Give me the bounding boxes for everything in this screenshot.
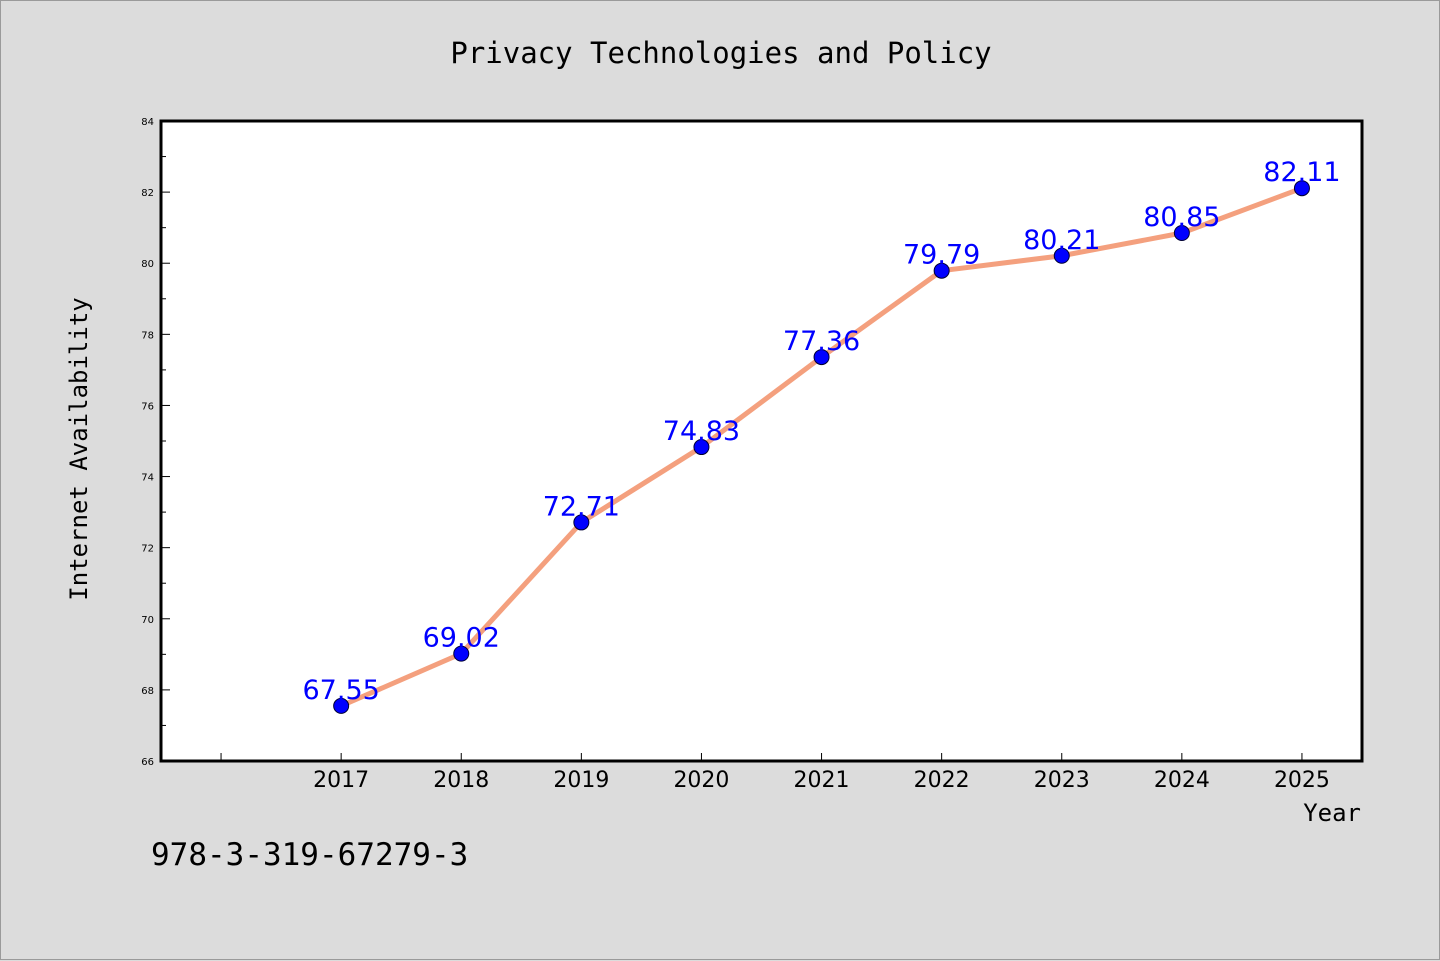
data-label: 67.55 bbox=[303, 675, 380, 706]
x-tick-label: 2017 bbox=[313, 768, 369, 793]
x-tick-label: 2025 bbox=[1274, 768, 1330, 793]
data-label: 74.83 bbox=[663, 416, 740, 447]
y-tick-label: 72 bbox=[141, 544, 154, 555]
x-tick-label: 2019 bbox=[553, 768, 609, 793]
data-labels: 67.55 69.02 72.71 74.83 77.36 79.79 80.21 80.85… bbox=[303, 157, 1341, 706]
data-point bbox=[333, 697, 350, 714]
x-tick-label: 2022 bbox=[914, 768, 970, 793]
y-tick-label: 74 bbox=[141, 473, 154, 484]
data-label: 72.71 bbox=[543, 491, 620, 522]
y-tick-label: 76 bbox=[141, 401, 154, 412]
data-label: 69.02 bbox=[423, 623, 500, 654]
y-tick-label: 68 bbox=[141, 686, 154, 697]
data-point bbox=[1293, 180, 1310, 197]
chart-title: Privacy Technologies and Policy bbox=[450, 36, 991, 70]
y-axis: 66 68 70 72 74 76 78 80 82 84 bbox=[141, 117, 170, 768]
y-tick-label: 80 bbox=[141, 259, 154, 270]
x-tick-label: 2021 bbox=[794, 768, 850, 793]
data-point bbox=[933, 262, 950, 279]
chart-annotation: 978-3-319-67279-3 bbox=[151, 837, 468, 873]
data-point bbox=[813, 349, 830, 366]
series bbox=[333, 180, 1310, 714]
x-tick-label: 2018 bbox=[433, 768, 489, 793]
data-point bbox=[453, 645, 470, 662]
y-axis-label: Internet Availability bbox=[65, 297, 93, 600]
data-label: 80.21 bbox=[1023, 225, 1100, 256]
x-axis: 2017 2018 2019 2020 2021 2022 2023 2024 2025 bbox=[220, 753, 1330, 793]
y-tick-label: 70 bbox=[141, 615, 154, 626]
plot-area bbox=[159, 119, 1364, 763]
x-tick-label: 2024 bbox=[1154, 768, 1210, 793]
data-label: 82.11 bbox=[1263, 157, 1340, 188]
y-tick-label: 78 bbox=[141, 330, 154, 341]
data-label: 80.85 bbox=[1143, 202, 1220, 233]
data-label: 77.36 bbox=[783, 326, 860, 357]
x-tick-label: 2020 bbox=[673, 768, 729, 793]
y-tick-label: 82 bbox=[141, 188, 154, 199]
x-axis-label: Year bbox=[1303, 799, 1361, 827]
data-label: 79.79 bbox=[903, 240, 980, 271]
data-point bbox=[693, 439, 710, 456]
x-tick-label: 2023 bbox=[1034, 768, 1090, 793]
data-point bbox=[1173, 225, 1190, 241]
y-tick-label: 84 bbox=[141, 117, 154, 128]
data-point bbox=[1053, 247, 1070, 264]
y-tick-label: 66 bbox=[141, 757, 154, 768]
data-point bbox=[573, 514, 590, 531]
